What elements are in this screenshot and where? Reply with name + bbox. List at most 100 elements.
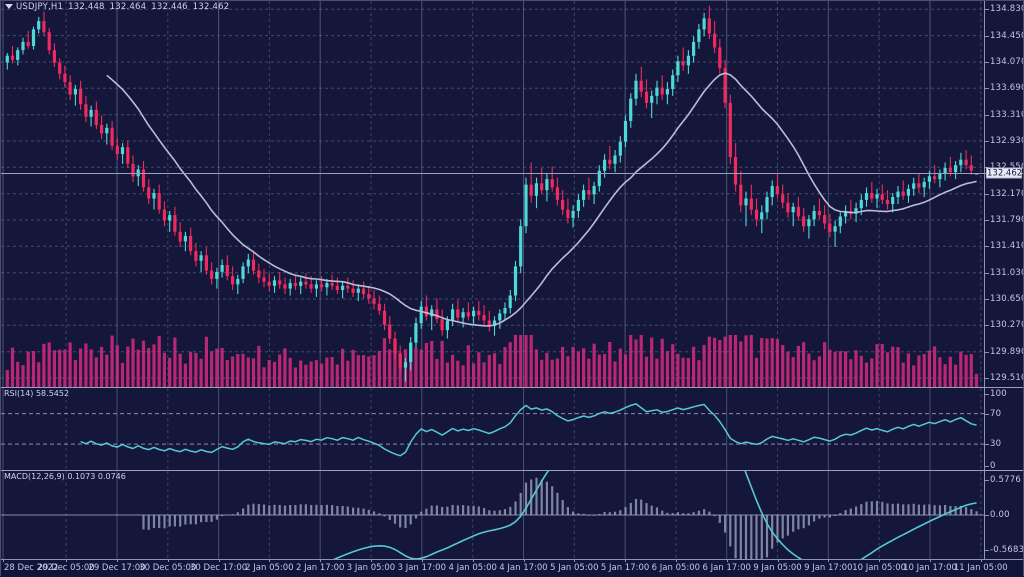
time-axis-label: 4 Jan 17:00 — [499, 563, 548, 573]
macd-header[interactable]: MACD(12,26,9) 0.1073 0.0746 — [4, 472, 126, 481]
macd-signal-value: 0.0746 — [97, 472, 126, 481]
time-axis-label: 3 Jan 17:00 — [397, 563, 447, 573]
price-axis-label: 133.310 — [990, 109, 1023, 120]
time-axis-tick — [523, 559, 525, 562]
rsi-axis-tick — [985, 413, 989, 415]
time-axis-tick — [167, 559, 169, 562]
rsi-line-chart — [1, 388, 984, 470]
time-axis-tick — [421, 559, 423, 562]
price-axis-tick — [985, 35, 989, 37]
macd-panel: 0.5776 0.00 -0.5683 MACD(12,26,9) 0.1073 0… — [1, 471, 1023, 559]
symbol-open: 132.448 — [68, 2, 105, 12]
rsi-axis[interactable]: 100 70 30 0 — [984, 388, 1023, 470]
macd-axis-label: 0.5776 — [990, 474, 1021, 485]
price-axis-label: 131.410 — [990, 241, 1023, 252]
time-axis-label: 9 Jan 17:00 — [804, 563, 853, 573]
time-axis[interactable]: 28 Dec 2022 29 Dec 05:00 29 Dec 17:00 30 De… — [1, 559, 1023, 577]
price-axis-label: 131.030 — [990, 267, 1023, 278]
time-axis-tick — [675, 559, 677, 562]
price-axis-tick — [985, 272, 989, 274]
time-axis-tick — [320, 559, 322, 562]
time-axis-tick — [574, 559, 576, 562]
chevron-down-icon[interactable] — [5, 4, 13, 9]
time-axis-label: 30 Dec 17:00 — [190, 563, 248, 573]
price-axis-tick — [985, 114, 989, 116]
rsi-axis-tick — [985, 394, 989, 395]
time-axis-tick — [726, 559, 728, 562]
macd-axis-tick — [985, 515, 989, 516]
symbol-name: USDJPY,H1 — [16, 2, 64, 12]
time-axis-label: 3 Jan 05:00 — [346, 563, 396, 573]
symbol-high: 132.464 — [109, 2, 147, 12]
rsi-axis-label: 100 — [990, 389, 1007, 399]
price-axis[interactable]: 134.830 134.450 134.070 133.690 133.310 132.9… — [984, 1, 1023, 387]
time-axis-tick — [269, 559, 271, 562]
time-axis-tick — [3, 559, 4, 562]
macd-value: 0.1073 — [67, 472, 96, 481]
time-axis-label: 9 Jan 05:00 — [753, 563, 802, 573]
time-axis-tick — [879, 559, 881, 562]
panel-divider-rsi — [1, 387, 1023, 388]
time-axis-line — [1, 559, 1023, 560]
price-axis-tick — [985, 88, 989, 90]
macd-chart — [1, 471, 984, 559]
time-axis-label: 5 Jan 17:00 — [600, 563, 650, 573]
price-candlestick-chart — [1, 1, 984, 387]
time-axis-label: 10 Jan 17:00 — [903, 563, 957, 573]
price-axis-label: 130.650 — [990, 293, 1023, 304]
time-axis-label: 11 Jan 05:00 — [953, 563, 1008, 573]
macd-axis-label: 0.00 — [990, 510, 1010, 520]
price-axis-tick — [985, 61, 989, 63]
time-axis-tick — [472, 559, 474, 562]
current-price-line — [1, 173, 1023, 175]
price-axis-label: 132.550 — [990, 162, 1023, 172]
rsi-axis-label: 70 — [990, 408, 1002, 419]
macd-label: MACD(12,26,9) — [4, 472, 65, 481]
symbol-header[interactable]: USDJPY,H1 132.448 132.464 132.446 132.462 — [5, 2, 229, 12]
macd-axis-tick — [985, 479, 989, 481]
time-axis-label: 29 Dec 05:00 — [37, 563, 95, 573]
time-axis-label: 4 Jan 05:00 — [448, 563, 497, 573]
price-axis-tick — [985, 351, 989, 353]
time-axis-label: 28 Dec 2022 — [4, 563, 59, 573]
price-axis-label: 133.690 — [990, 83, 1023, 94]
price-axis-label: 129.890 — [990, 346, 1023, 357]
symbol-low: 132.446 — [151, 2, 188, 12]
time-axis-label: 6 Jan 05:00 — [651, 563, 701, 573]
time-axis-tick — [371, 559, 372, 562]
price-plot-area[interactable] — [1, 1, 984, 387]
price-axis-label: 132.930 — [990, 135, 1023, 146]
macd-plot-area[interactable] — [1, 471, 984, 559]
rsi-value: 58.5452 — [35, 389, 70, 398]
time-axis-tick — [777, 559, 779, 562]
price-axis-tick — [985, 140, 989, 142]
price-axis-tick — [985, 9, 989, 11]
price-axis-label: 132.170 — [990, 188, 1023, 199]
rsi-axis-tick — [985, 444, 989, 446]
macd-axis-label: -0.5683 — [990, 544, 1023, 555]
rsi-axis-tick — [985, 466, 989, 467]
time-axis-label: 10 Jan 05:00 — [852, 563, 907, 573]
macd-axis[interactable]: 0.5776 0.00 -0.5683 — [984, 471, 1023, 559]
price-axis-tick — [985, 167, 989, 169]
rsi-header[interactable]: RSI(14) 58.5452 — [4, 389, 69, 398]
current-price-tag[interactable]: 132.462 — [986, 167, 1023, 179]
rsi-axis-label: 30 — [990, 439, 1002, 450]
rsi-plot-area[interactable] — [1, 388, 984, 470]
time-axis-tick — [930, 559, 931, 562]
time-axis-label: 29 Dec 17:00 — [88, 563, 146, 573]
macd-axis-tick — [985, 549, 989, 551]
price-panel: 134.830 134.450 134.070 133.690 133.310 132.9… — [1, 1, 1023, 387]
price-axis-tick — [985, 193, 989, 195]
price-axis-label: 131.790 — [990, 214, 1023, 225]
time-axis-tick — [828, 559, 830, 562]
price-axis-label: 130.270 — [990, 320, 1023, 331]
price-axis-label: 134.830 — [990, 4, 1023, 15]
time-axis-tick — [117, 559, 118, 562]
price-axis-tick — [985, 377, 989, 379]
price-axis-tick — [985, 298, 989, 300]
rsi-panel: 100 70 30 0 RSI(14) 58.5452 — [1, 388, 1023, 470]
symbol-close: 132.462 — [192, 2, 230, 12]
time-axis-label: 2 Jan 05:00 — [245, 563, 294, 573]
